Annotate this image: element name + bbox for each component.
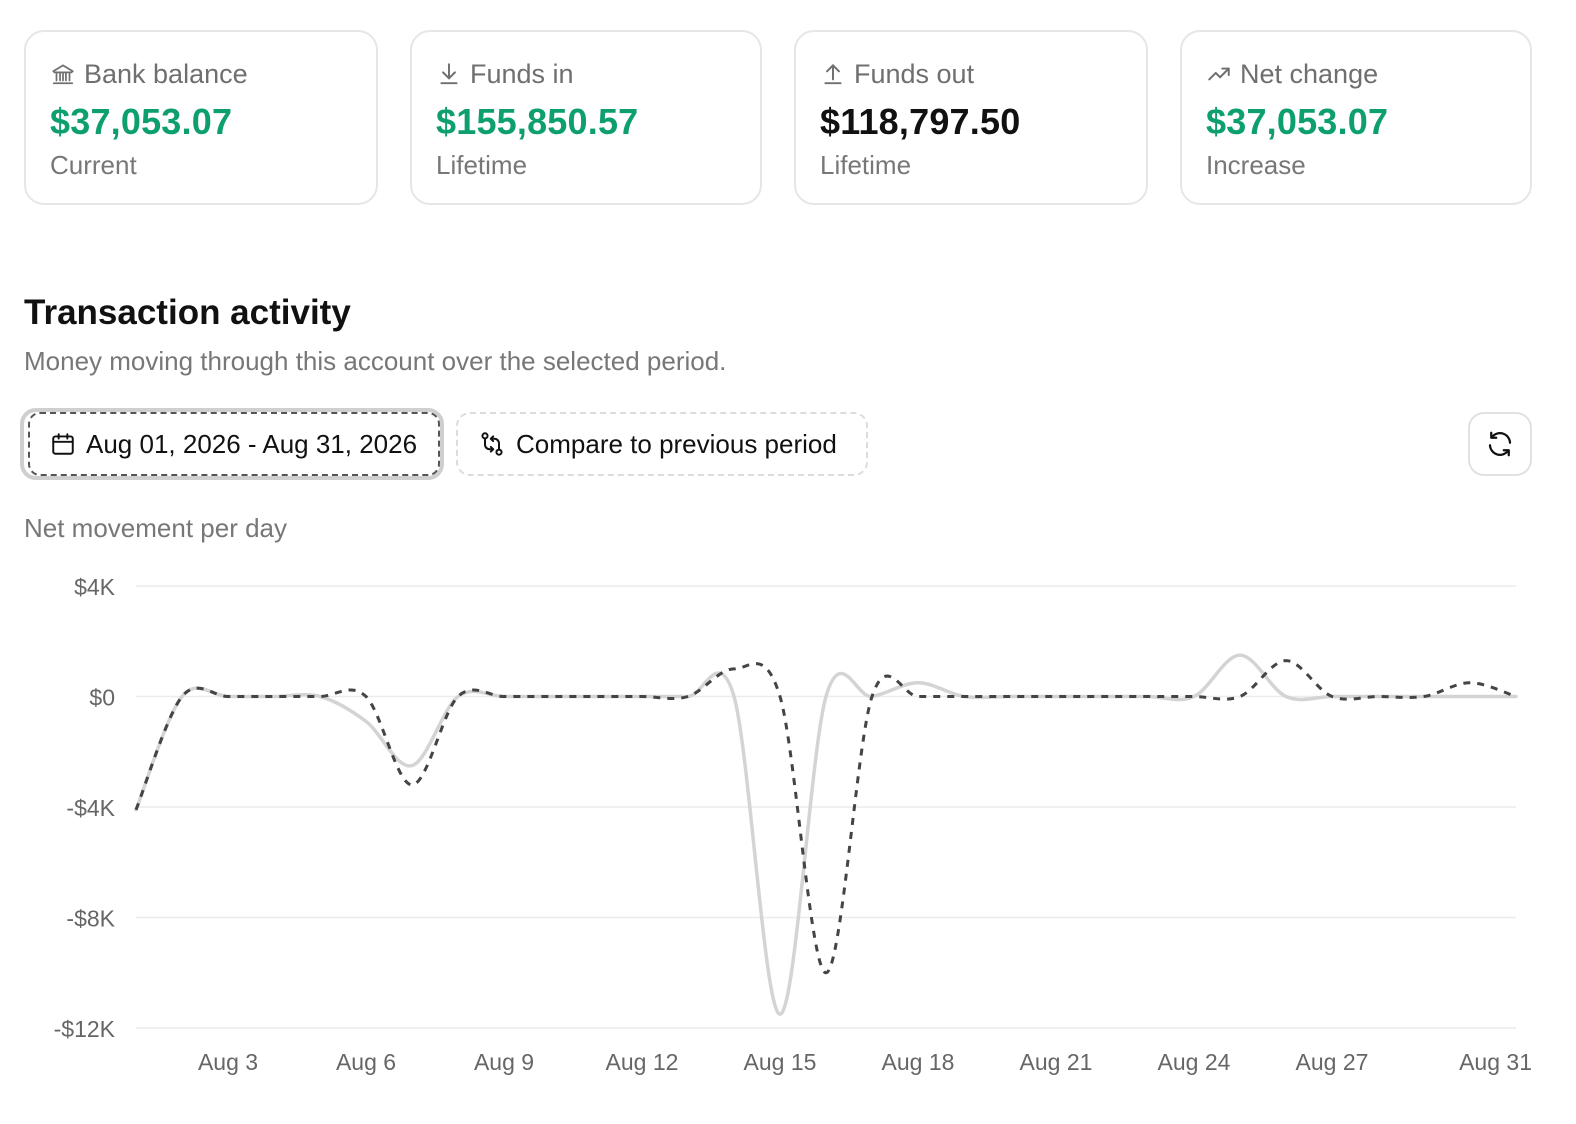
compare-label: Compare to previous period xyxy=(516,428,837,459)
y-tick-label: -$12K xyxy=(54,1016,116,1042)
card-subtext: Lifetime xyxy=(820,150,912,180)
section-description: Money moving through this account over t… xyxy=(24,346,727,376)
card-label: Funds in xyxy=(470,58,574,89)
card-label: Funds out xyxy=(854,58,975,89)
card-value: $155,850.57 xyxy=(436,101,639,142)
x-tick-label: Aug 27 xyxy=(1296,1049,1369,1075)
card-subtext: Lifetime xyxy=(436,150,528,180)
refresh-button[interactable] xyxy=(1468,412,1532,476)
x-tick-label: Aug 21 xyxy=(1020,1049,1093,1075)
arrow-up-icon xyxy=(824,64,842,85)
arrow-down-icon xyxy=(440,63,458,85)
card-label: Net change xyxy=(1240,58,1379,89)
bank-icon xyxy=(52,64,74,85)
section-title: Transaction activity xyxy=(24,293,351,332)
calendar-icon xyxy=(52,433,74,455)
x-tick-label: Aug 3 xyxy=(198,1049,258,1075)
date-range-label: Aug 01, 2026 - Aug 31, 2026 xyxy=(86,428,418,459)
refresh-icon xyxy=(1488,431,1512,457)
card-label: Bank balance xyxy=(84,58,248,89)
trend-up-icon xyxy=(1208,67,1230,81)
x-tick-label: Aug 24 xyxy=(1158,1049,1231,1075)
x-tick-label: Aug 15 xyxy=(744,1049,817,1075)
x-tick-label: Aug 6 xyxy=(336,1049,396,1075)
x-tick-label: Aug 31 xyxy=(1459,1049,1532,1075)
card-subtext: Increase xyxy=(1206,150,1306,180)
card-value: $37,053.07 xyxy=(50,101,233,142)
x-tick-label: Aug 9 xyxy=(474,1049,534,1075)
compare-previous-period-button[interactable]: Compare to previous period xyxy=(456,412,868,476)
y-tick-label: -$4K xyxy=(66,795,115,821)
y-tick-label: $0 xyxy=(89,685,115,711)
y-tick-label: -$8K xyxy=(66,906,115,932)
compare-arrows-icon xyxy=(481,432,503,456)
date-range-button[interactable]: Aug 01, 2026 - Aug 31, 2026 xyxy=(20,408,444,480)
summary-cards: Bank balance $37,053.07 Current Funds in… xyxy=(24,30,1532,205)
funds-in-card: Funds in $155,850.57 Lifetime xyxy=(410,30,762,205)
x-tick-label: Aug 12 xyxy=(606,1049,679,1075)
current-period-line xyxy=(134,653,1518,1016)
x-tick-label: Aug 18 xyxy=(882,1049,955,1075)
chart-title: Net movement per day xyxy=(24,513,288,543)
net-change-card: Net change $37,053.07 Increase xyxy=(1180,30,1532,205)
bank-balance-card: Bank balance $37,053.07 Current xyxy=(24,30,378,205)
net-movement-chart: $4K $0 -$4K -$8K -$12K Aug 3 Aug 6 Aug 9 Aug 12 A… xyxy=(54,574,1532,1075)
previous-period-line xyxy=(134,659,1517,975)
card-value: $118,797.50 xyxy=(820,101,1021,142)
funds-out-card: Funds out $118,797.50 Lifetime xyxy=(794,30,1148,205)
card-value: $37,053.07 xyxy=(1206,101,1389,142)
y-tick-label: $4K xyxy=(74,574,116,600)
card-subtext: Current xyxy=(50,150,137,180)
